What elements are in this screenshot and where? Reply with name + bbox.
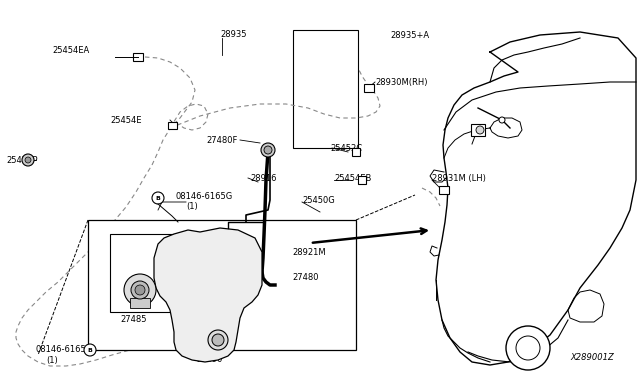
Text: B: B [156,196,161,201]
Text: 28916: 28916 [250,173,276,183]
Text: 28921M: 28921M [292,247,326,257]
Bar [358,176,366,184]
Text: 27490: 27490 [196,356,222,365]
Text: X289001Z: X289001Z [570,353,614,362]
Bar [88,220,356,350]
Text: 28935: 28935 [220,29,246,38]
Bar [110,234,208,312]
Bar [133,53,143,61]
Text: 08146-6165G: 08146-6165G [36,346,93,355]
Text: B: B [88,347,92,353]
Text: 25454EA: 25454EA [52,45,90,55]
Circle shape [22,154,34,166]
Circle shape [131,281,149,299]
Bar [130,298,150,308]
Circle shape [135,285,145,295]
Text: 25454E: 25454E [111,115,142,125]
Circle shape [212,334,224,346]
Bar [168,122,177,128]
Bar [293,30,358,148]
Text: 27485: 27485 [120,315,147,324]
Text: 25454EB: 25454EB [334,173,371,183]
Text: 25474P: 25474P [6,155,38,164]
Bar [352,148,360,156]
Text: 28931M (LH): 28931M (LH) [432,173,486,183]
Circle shape [506,326,550,370]
Circle shape [261,143,275,157]
Polygon shape [154,228,262,362]
Circle shape [84,344,96,356]
Text: 28921MA: 28921MA [112,301,152,311]
Circle shape [208,330,228,350]
Text: 28930M(RH): 28930M(RH) [375,77,428,87]
Circle shape [25,157,31,163]
Circle shape [264,146,272,154]
Circle shape [124,274,156,306]
Text: 28921MB: 28921MB [196,343,236,353]
Text: 25450G: 25450G [302,196,335,205]
Circle shape [476,126,484,134]
Text: 08146-6165G: 08146-6165G [176,192,233,201]
Text: 27480F: 27480F [207,135,238,144]
Circle shape [516,336,540,360]
Text: 27480: 27480 [292,273,319,282]
Circle shape [152,192,164,204]
Bar [471,124,485,136]
Text: 25452C: 25452C [330,144,362,153]
Text: (1): (1) [186,202,198,211]
Circle shape [499,117,505,123]
Bar [364,84,374,92]
Text: (1): (1) [46,356,58,365]
Bar [439,186,449,194]
Text: 28935+A: 28935+A [390,31,429,39]
